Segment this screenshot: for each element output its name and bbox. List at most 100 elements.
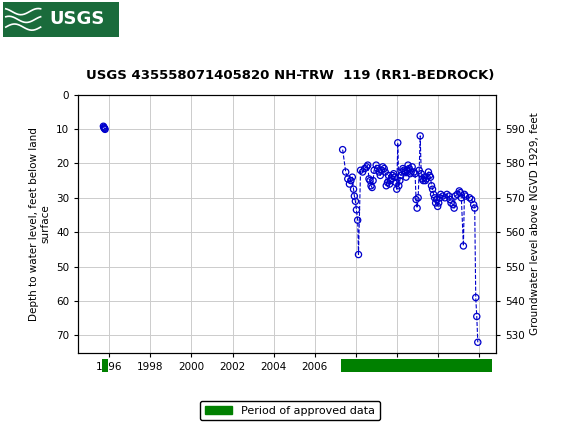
Point [416, 170, 426, 177]
Point [471, 294, 480, 301]
Point [345, 181, 354, 187]
Point [367, 184, 376, 191]
FancyBboxPatch shape [3, 2, 119, 37]
Point [346, 177, 356, 184]
Point [415, 167, 424, 174]
Point [433, 203, 443, 210]
Point [438, 193, 447, 200]
Point [445, 196, 455, 203]
Point [456, 194, 466, 201]
Point [385, 181, 394, 187]
Point [354, 251, 363, 258]
Point [443, 191, 452, 198]
Point [432, 196, 441, 203]
Point [100, 126, 110, 133]
Point [365, 177, 375, 184]
Point [398, 165, 408, 172]
Point [356, 167, 365, 174]
Text: USGS 435558071405820 NH-TRW  119 (RR1-BEDROCK): USGS 435558071405820 NH-TRW 119 (RR1-BED… [86, 69, 494, 82]
Point [411, 196, 420, 203]
Point [362, 163, 371, 170]
Point [399, 167, 408, 174]
Point [455, 187, 464, 194]
Point [444, 193, 454, 200]
Point [404, 162, 413, 169]
Point [352, 206, 361, 213]
Point [448, 201, 458, 208]
Point [450, 205, 459, 212]
Point [386, 177, 395, 184]
Point [459, 243, 468, 249]
Point [412, 205, 422, 212]
Point [426, 174, 435, 181]
Point [419, 177, 428, 184]
Point [456, 189, 465, 196]
Point [375, 169, 384, 175]
Text: USGS: USGS [49, 10, 104, 28]
Point [465, 194, 474, 201]
Point [100, 125, 109, 132]
Point [373, 165, 382, 172]
Point [369, 167, 379, 174]
Point [376, 172, 385, 179]
Point [473, 339, 483, 346]
Point [382, 182, 391, 189]
Point [408, 163, 417, 170]
Point [440, 194, 450, 201]
Point [422, 175, 431, 182]
Point [347, 174, 357, 181]
Y-axis label: Depth to water level, feet below land
surface: Depth to water level, feet below land su… [29, 127, 50, 320]
Point [431, 200, 440, 206]
Point [387, 175, 396, 182]
Point [368, 177, 378, 184]
Point [470, 205, 479, 212]
Point [404, 165, 414, 172]
Point [436, 191, 445, 198]
Y-axis label: Groundwater level above NGVD 1929, feet: Groundwater level above NGVD 1929, feet [530, 112, 540, 335]
Point [424, 169, 433, 175]
Bar [102, 359, 107, 372]
Point [394, 182, 404, 189]
Point [407, 169, 416, 175]
Point [418, 175, 427, 182]
Point [435, 194, 444, 201]
Legend: Period of approved data: Period of approved data [200, 401, 380, 420]
Point [367, 182, 376, 189]
Point [351, 198, 360, 205]
Point [467, 196, 476, 203]
Point [358, 169, 367, 175]
Point [392, 186, 401, 193]
Point [425, 172, 434, 179]
Point [383, 179, 392, 186]
Point [469, 201, 478, 208]
Point [447, 200, 456, 206]
Point [363, 162, 372, 169]
Point [430, 194, 439, 201]
Point [391, 179, 400, 186]
Point [388, 172, 397, 179]
Point [100, 125, 109, 132]
Point [341, 169, 350, 175]
Point [420, 174, 429, 181]
Point [420, 177, 430, 184]
Point [396, 172, 405, 179]
Point [403, 167, 412, 174]
Point [350, 193, 359, 200]
Point [353, 217, 362, 224]
Point [405, 170, 415, 177]
Point [414, 194, 423, 201]
Point [472, 313, 481, 320]
Point [452, 191, 462, 198]
Point [451, 193, 460, 200]
Point [409, 169, 419, 175]
Point [380, 169, 390, 175]
Point [401, 174, 411, 181]
Point [429, 191, 438, 198]
Point [411, 170, 420, 177]
Point [434, 200, 443, 206]
Point [377, 167, 386, 174]
Point [461, 193, 470, 200]
Point [397, 169, 407, 175]
Point [427, 182, 436, 189]
Point [415, 132, 425, 139]
